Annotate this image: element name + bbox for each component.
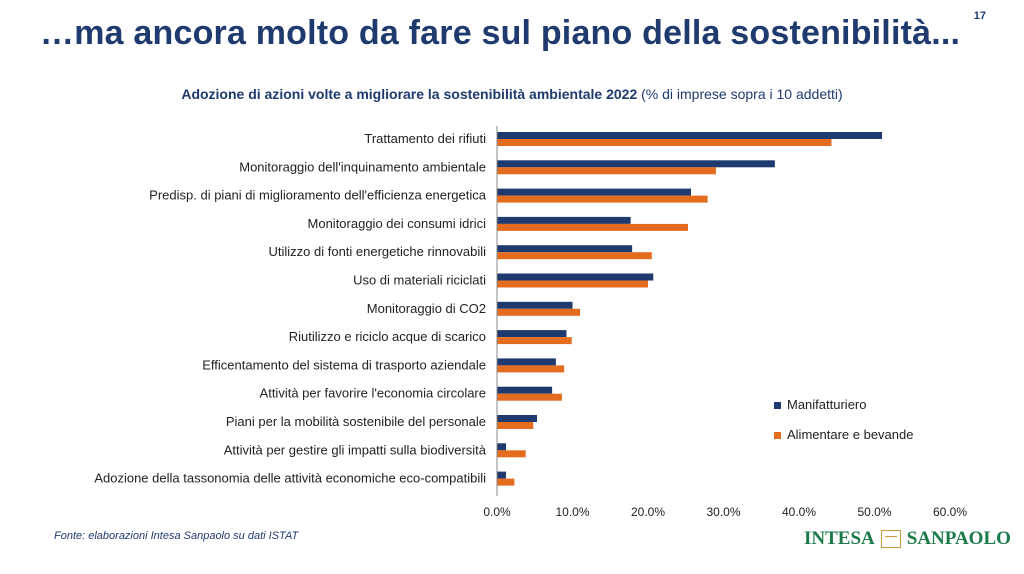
category-label: Trattamento dei rifiuti [364,131,486,146]
bar-alimentare [497,252,652,260]
page-title: …ma ancora molto da fare sul piano della… [40,14,961,52]
legend-swatch [774,402,781,409]
bar-manifatturiero [497,330,567,338]
legend-swatch [774,432,781,439]
legend-label: Manifatturiero [787,397,866,412]
x-tick-label: 10.0% [555,505,589,519]
bar-manifatturiero [497,358,556,366]
bar-manifatturiero [497,443,507,451]
bar-alimentare [497,223,689,231]
bar-alimentare [497,450,526,458]
source-note: Fonte: elaborazioni Intesa Sanpaolo su d… [54,530,299,542]
x-tick-label: 60.0% [933,505,967,519]
category-label: Predisp. di piani di miglioramento dell'… [149,188,487,203]
bar-manifatturiero [497,471,507,479]
bar-alimentare [497,478,515,486]
bar-manifatturiero [497,245,633,253]
page-number: 17 [973,10,986,22]
bar-alimentare [497,167,716,175]
bar-manifatturiero [497,273,654,281]
legend-label: Alimentare e bevande [787,427,913,442]
category-label: Monitoraggio di CO2 [367,301,486,316]
bar-manifatturiero [497,132,883,139]
bar-manifatturiero [497,301,573,309]
x-tick-label: 20.0% [631,505,665,519]
bar-manifatturiero [497,386,553,394]
chart-subtitle: Adozione di azioni volte a migliorare la… [0,86,1024,102]
x-tick-label: 50.0% [857,505,891,519]
x-tick-label: 0.0% [483,505,511,519]
bar-manifatturiero [497,188,692,196]
bar-alimentare [497,280,648,288]
logo-text-right: SANPAOLO [906,528,1011,549]
chart-subtitle-unit: (% di imprese sopra i 10 addetti) [637,86,843,102]
logo-mark-icon [880,530,901,548]
x-tick-label: 30.0% [706,505,740,519]
category-label: Monitoraggio dei consumi idrici [308,216,487,231]
bar-alimentare [497,308,581,316]
bar-alimentare [497,365,565,373]
chart-subtitle-main: Adozione di azioni volte a migliorare la… [181,86,638,102]
category-label: Uso di materiali riciclati [353,273,486,288]
category-label: Utilizzo di fonti energetiche rinnovabil… [268,244,486,259]
category-label: Riutilizzo e riciclo acque di scarico [289,329,486,344]
category-label: Attività per favorire l'economia circola… [260,386,486,401]
category-label: Efficentamento del sistema di trasporto … [202,357,486,372]
bar-manifatturiero [497,415,538,422]
bar-alimentare [497,195,708,203]
logo-text-left: INTESA [804,528,875,549]
category-label: Piani per la mobilità sostenibile del pe… [226,414,486,429]
bar-manifatturiero [497,160,775,168]
bar-alimentare [497,393,562,401]
category-label: Monitoraggio dell'inquinamento ambiental… [239,159,486,174]
category-label: Adozione della tassonomia delle attività… [94,471,486,486]
bar-alimentare [497,422,534,429]
bar-manifatturiero [497,216,631,224]
x-tick-label: 40.0% [782,505,816,519]
category-label: Attività per gestire gli impatti sulla b… [224,442,487,457]
bar-alimentare [497,139,832,146]
intesa-sanpaolo-logo: INTESA SANPAOLO [804,527,1011,551]
bar-alimentare [497,337,572,345]
